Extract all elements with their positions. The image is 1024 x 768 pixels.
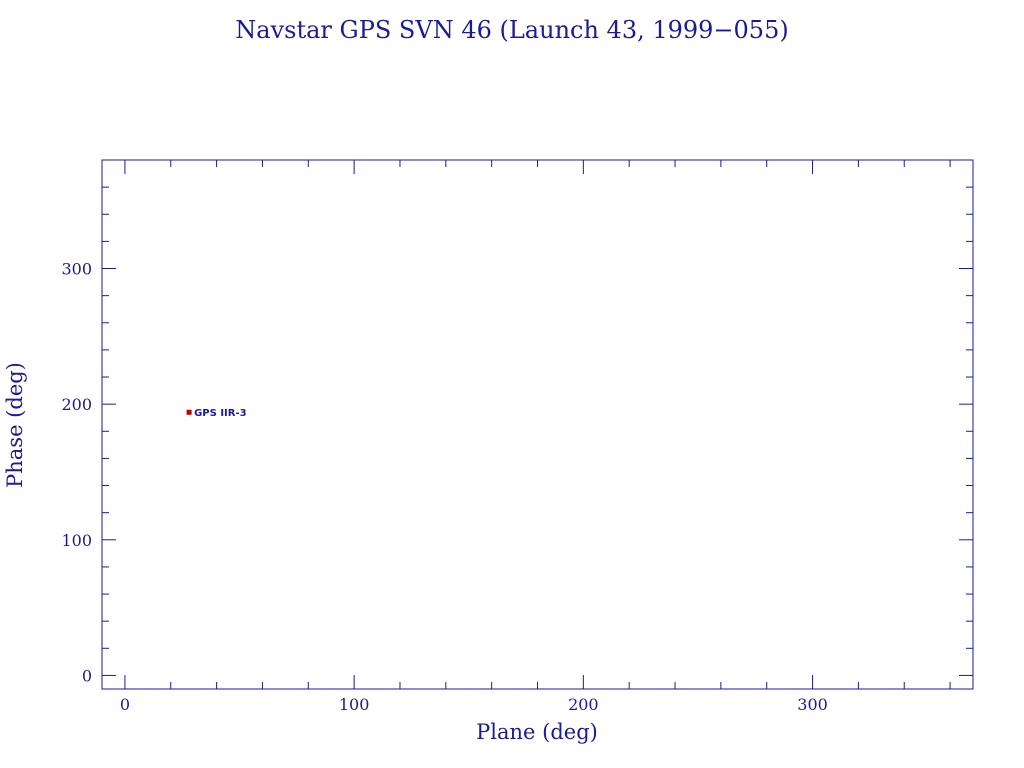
y-tick-label: 100: [61, 531, 92, 550]
chart-title: Navstar GPS SVN 46 (Launch 43, 1999−055): [235, 16, 788, 44]
y-tick-label: 200: [61, 395, 92, 414]
y-tick-label: 300: [61, 260, 92, 279]
x-tick-label: 200: [568, 695, 599, 714]
data-point-label: GPS IIR-3: [194, 408, 247, 419]
plot-frame: [101, 159, 974, 690]
x-axis-label: Plane (deg): [476, 720, 598, 744]
x-tick-label: 0: [120, 695, 130, 714]
x-axis-tick-labels: 0 100 200 300: [120, 695, 828, 714]
data-points: GPS IIR-3: [186, 408, 247, 419]
data-point: [186, 409, 192, 415]
x-tick-label: 100: [339, 695, 370, 714]
y-axis-tick-labels: 0 100 200 300: [61, 260, 92, 686]
x-tick-label: 300: [797, 695, 828, 714]
y-axis-label: Phase (deg): [3, 362, 27, 488]
y-tick-label: 0: [82, 666, 92, 685]
x-axis-ticks: [124, 160, 951, 689]
y-axis-ticks: [102, 186, 973, 676]
